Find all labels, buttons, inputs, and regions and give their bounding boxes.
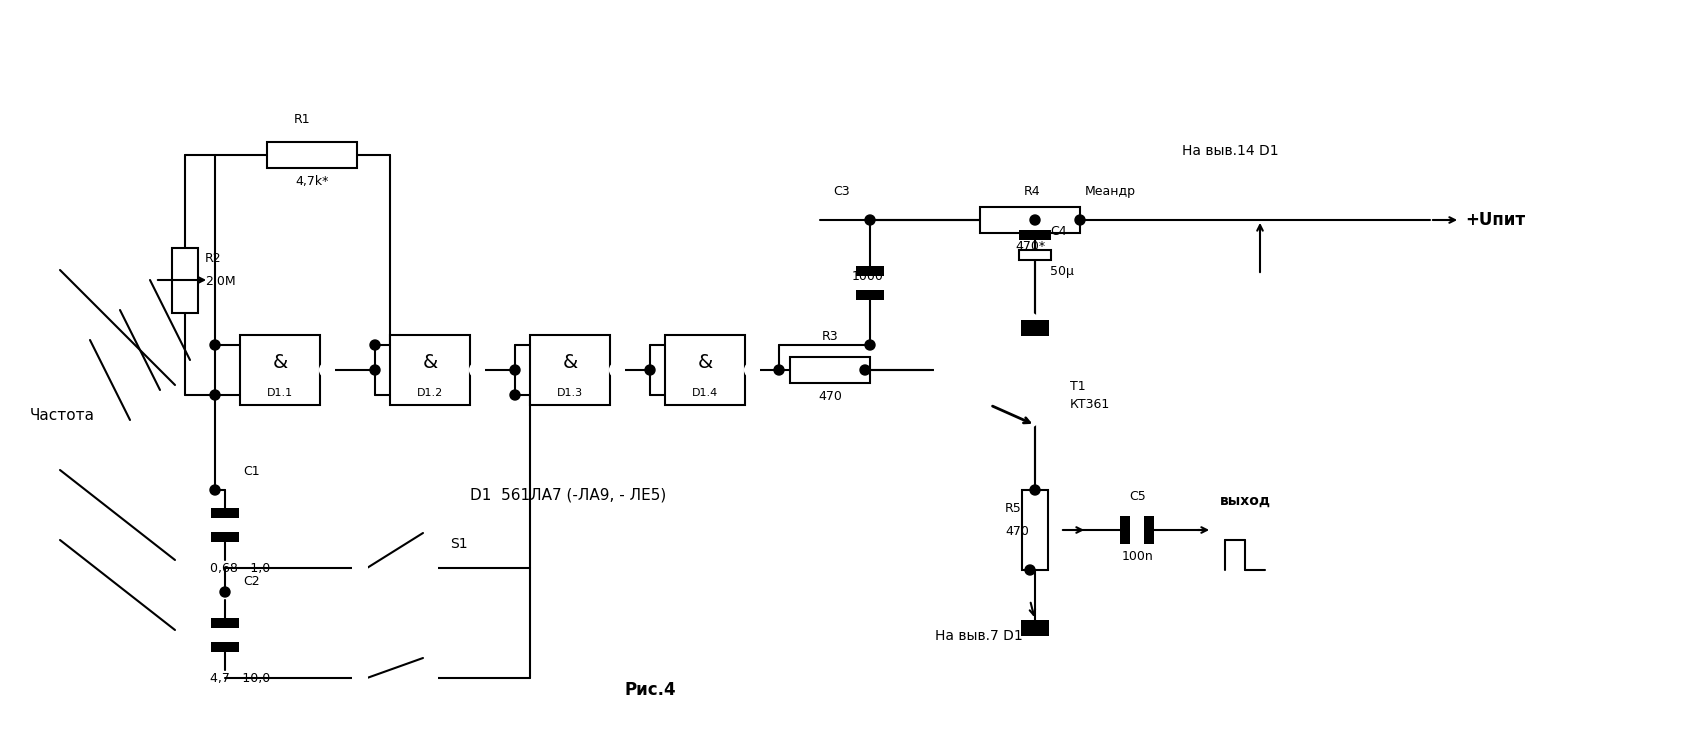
Bar [856, 265, 883, 276]
Text: R5: R5 [1004, 502, 1021, 515]
Circle shape [864, 340, 875, 350]
Text: &: & [563, 353, 578, 371]
Circle shape [1025, 565, 1035, 575]
Text: C4: C4 [1049, 225, 1066, 238]
Circle shape [1074, 215, 1084, 225]
Circle shape [859, 365, 870, 375]
Circle shape [934, 305, 1064, 435]
Bar [211, 642, 239, 652]
Text: 470: 470 [818, 390, 842, 403]
Bar [1120, 516, 1130, 544]
Text: &: & [423, 353, 438, 371]
Text: 1000: 1000 [851, 270, 883, 283]
Circle shape [644, 365, 655, 375]
Circle shape [423, 561, 436, 575]
Text: Рис.4: Рис.4 [624, 681, 675, 699]
Circle shape [469, 363, 484, 377]
Bar [1020, 320, 1049, 336]
Text: C1: C1 [242, 465, 259, 478]
Text: выход: выход [1219, 494, 1270, 508]
Circle shape [1030, 485, 1040, 495]
Circle shape [423, 671, 436, 685]
Circle shape [370, 365, 380, 375]
Text: На выв.7 D1: На выв.7 D1 [934, 629, 1023, 643]
Bar [979, 207, 1079, 233]
Text: D1.1: D1.1 [266, 388, 293, 398]
Text: +Uпит: +Uпит [1465, 211, 1524, 229]
Circle shape [210, 390, 220, 400]
Circle shape [510, 390, 520, 400]
Circle shape [864, 215, 875, 225]
Circle shape [353, 671, 367, 685]
Circle shape [1030, 215, 1040, 225]
Text: 0,68 - 1,0: 0,68 - 1,0 [210, 562, 269, 575]
Circle shape [220, 587, 230, 597]
Bar [172, 248, 198, 313]
Text: Меандр: Меандр [1084, 185, 1136, 198]
Bar [789, 357, 870, 383]
Text: R4: R4 [1023, 185, 1040, 198]
Text: 470*: 470* [1014, 240, 1045, 253]
Text: 100n: 100n [1120, 550, 1153, 563]
Text: На выв.14 D1: На выв.14 D1 [1182, 144, 1277, 158]
Text: &: & [273, 353, 288, 371]
Circle shape [353, 561, 367, 575]
Bar [1018, 250, 1050, 260]
Text: C2: C2 [242, 575, 259, 588]
Bar [240, 335, 321, 405]
Text: R1: R1 [293, 113, 310, 126]
Circle shape [745, 363, 759, 377]
Bar [665, 335, 745, 405]
Bar [211, 618, 239, 628]
Text: R2: R2 [205, 252, 222, 265]
Circle shape [510, 365, 520, 375]
Circle shape [610, 363, 624, 377]
Bar [1144, 516, 1154, 544]
Bar [530, 335, 610, 405]
Text: 4,7k*: 4,7k* [295, 175, 329, 188]
Text: T1: T1 [1069, 380, 1084, 393]
Text: D1.4: D1.4 [692, 388, 718, 398]
Bar [1021, 490, 1047, 570]
Circle shape [321, 363, 334, 377]
Text: 470: 470 [1004, 525, 1028, 538]
Bar [1018, 230, 1050, 240]
Circle shape [210, 485, 220, 495]
Text: КТ361: КТ361 [1069, 398, 1110, 411]
Text: D1.2: D1.2 [416, 388, 443, 398]
Bar [1020, 620, 1049, 636]
Text: C3: C3 [832, 185, 849, 198]
Bar [390, 335, 469, 405]
Bar [211, 532, 239, 542]
Text: Частота: Частота [31, 408, 95, 423]
Text: S1: S1 [450, 537, 467, 551]
Bar [211, 508, 239, 518]
Text: D1  561ЛА7 (-ЛА9, - ЛЕ5): D1 561ЛА7 (-ЛА9, - ЛЕ5) [469, 488, 667, 503]
Circle shape [210, 340, 220, 350]
Bar [856, 290, 883, 299]
Text: 50μ: 50μ [1049, 265, 1072, 278]
Bar [268, 142, 356, 168]
Text: &: & [697, 353, 713, 371]
Circle shape [774, 365, 784, 375]
Text: 2,0М: 2,0М [205, 275, 235, 288]
Text: D1.3: D1.3 [556, 388, 583, 398]
Circle shape [370, 340, 380, 350]
Text: C5: C5 [1129, 490, 1146, 503]
Text: R3: R3 [822, 330, 837, 343]
Text: 4,7 - 10,0: 4,7 - 10,0 [210, 672, 269, 685]
